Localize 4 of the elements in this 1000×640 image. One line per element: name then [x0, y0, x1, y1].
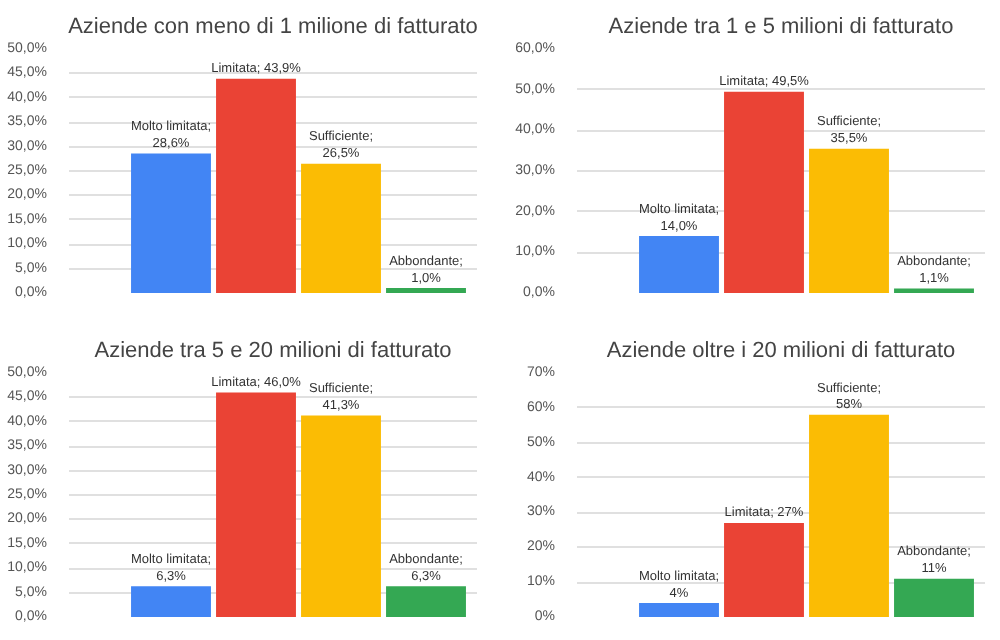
chart-title: Aziende oltre i 20 milioni di fatturato [606, 339, 956, 363]
chart-title: Aziende tra 1 e 5 milioni di fatturato [608, 15, 954, 39]
chart-title: Aziende con meno di 1 milione di fatturato [68, 15, 478, 39]
chart-title: Aziende tra 5 e 20 milioni di fatturato [94, 339, 452, 363]
